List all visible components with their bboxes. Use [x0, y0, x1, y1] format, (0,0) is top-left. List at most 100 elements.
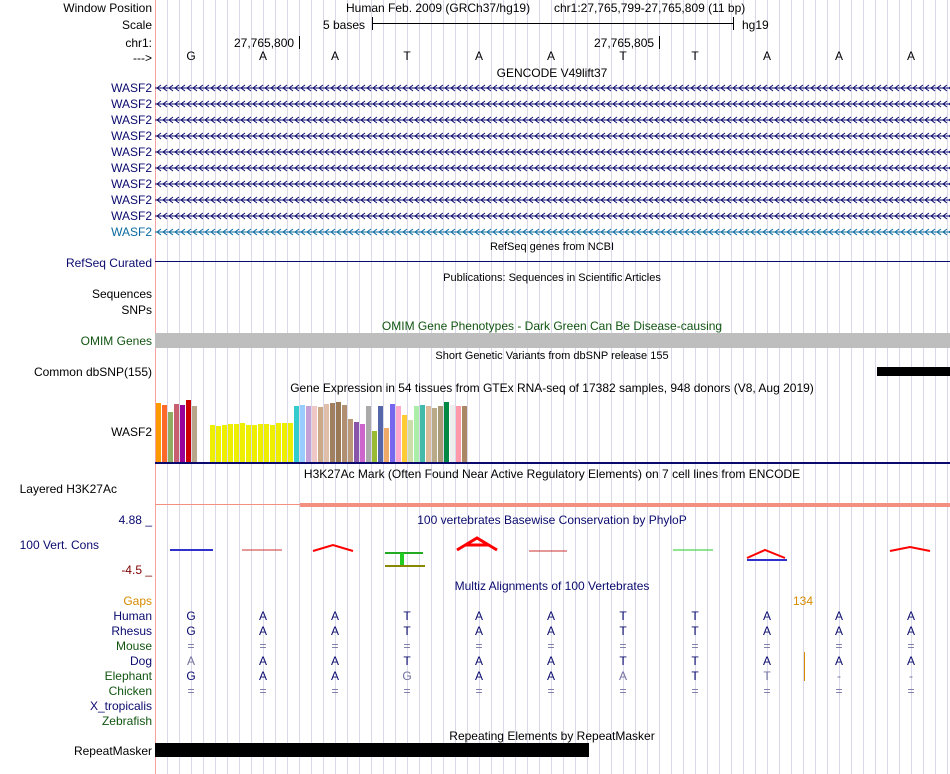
gencode-transcript[interactable]: [155, 193, 950, 207]
gtex-tissue-bar[interactable]: [162, 405, 167, 462]
gtex-tissue-bar[interactable]: [258, 424, 263, 462]
gtex-title[interactable]: Gene Expression in 54 tissues from GTEx …: [290, 381, 814, 395]
gtex-tissue-bar[interactable]: [432, 408, 437, 462]
gencode-transcript[interactable]: [155, 145, 950, 159]
gtex-tissue-bar[interactable]: [288, 423, 293, 462]
gtex-track-label[interactable]: WASF2: [111, 425, 152, 439]
gtex-tissue-bar[interactable]: [192, 406, 197, 462]
gencode-gene-label[interactable]: WASF2: [111, 113, 152, 127]
gencode-transcript[interactable]: [155, 113, 950, 127]
gtex-tissue-bar[interactable]: [234, 424, 239, 462]
gtex-tissue-bar[interactable]: [438, 406, 443, 462]
gencode-gene-label[interactable]: WASF2: [111, 97, 152, 111]
gtex-tissue-bar[interactable]: [402, 415, 407, 462]
h3k27ac-title[interactable]: H3K27Ac Mark (Often Found Near Active Re…: [303, 467, 801, 481]
gtex-tissue-bar[interactable]: [294, 406, 299, 462]
gtex-tissue-bar[interactable]: [366, 406, 371, 462]
gtex-tissue-bar[interactable]: [246, 425, 251, 462]
gtex-tissue-bar[interactable]: [414, 406, 419, 462]
gtex-tissue-bar[interactable]: [342, 405, 347, 462]
phylop-track-label[interactable]: 100 Vert. Cons: [19, 538, 99, 552]
species-label[interactable]: Elephant: [104, 669, 152, 683]
dbsnp-title[interactable]: Short Genetic Variants from dbSNP releas…: [435, 350, 669, 362]
omim-title[interactable]: OMIM Gene Phenotypes - Dark Green Can Be…: [381, 319, 723, 333]
gencode-gene-label[interactable]: WASF2: [111, 161, 152, 175]
multiz-title[interactable]: Multiz Alignments of 100 Vertebrates: [454, 579, 650, 593]
gtex-tissue-bar[interactable]: [324, 404, 329, 462]
pubs-snps-label[interactable]: SNPs: [121, 303, 152, 317]
gtex-tissue-bar[interactable]: [270, 425, 275, 462]
omim-gene-bar[interactable]: [155, 333, 950, 348]
gencode-gene-label[interactable]: WASF2: [111, 145, 152, 159]
gtex-tissue-bar[interactable]: [396, 406, 401, 462]
gtex-tissue-bar[interactable]: [240, 423, 245, 462]
gtex-tissue-bar[interactable]: [168, 412, 173, 462]
species-label[interactable]: Zebrafish: [101, 714, 152, 728]
gtex-tissue-bar[interactable]: [378, 406, 383, 462]
gtex-tissue-bar[interactable]: [174, 404, 179, 462]
species-label[interactable]: Human: [113, 609, 152, 623]
gtex-tissue-bar[interactable]: [360, 424, 365, 462]
species-label[interactable]: Dog: [129, 654, 152, 668]
h3k27ac-track-label[interactable]: Layered H3K27Ac: [19, 482, 117, 496]
gencode-gene-label[interactable]: WASF2: [111, 225, 152, 239]
gtex-tissue-bar[interactable]: [252, 425, 257, 462]
species-label[interactable]: Mouse: [115, 639, 152, 653]
gtex-tissue-bar[interactable]: [456, 406, 461, 462]
gtex-tissue-bar[interactable]: [318, 407, 323, 462]
gtex-tissue-bar[interactable]: [222, 425, 227, 462]
gtex-tissue-bar[interactable]: [372, 431, 377, 462]
phylop-signal[interactable]: [155, 530, 950, 572]
repeatmasker-track-label[interactable]: RepeatMasker: [73, 744, 152, 758]
gencode-transcript[interactable]: [155, 97, 950, 111]
repeatmasker-title[interactable]: Repeating Elements by RepeatMasker: [449, 729, 655, 743]
species-label[interactable]: X_tropicalis: [89, 699, 152, 713]
gtex-tissue-bar[interactable]: [216, 426, 221, 462]
gtex-tissue-bar[interactable]: [408, 420, 413, 462]
gencode-gene-label[interactable]: WASF2: [111, 209, 152, 223]
gtex-tissue-bar[interactable]: [354, 422, 359, 462]
h3k27ac-signal-low[interactable]: [155, 504, 300, 505]
h3k27ac-signal[interactable]: [300, 503, 950, 507]
gtex-tissue-bar[interactable]: [426, 406, 431, 462]
gtex-tissue-bar[interactable]: [348, 419, 353, 462]
species-label[interactable]: Rhesus: [111, 624, 152, 638]
gtex-tissue-bar[interactable]: [330, 403, 335, 462]
gtex-tissue-bar[interactable]: [444, 402, 449, 462]
gencode-transcript[interactable]: [155, 177, 950, 191]
gtex-tissue-bar[interactable]: [312, 406, 317, 462]
gencode-gene-label[interactable]: WASF2: [111, 177, 152, 191]
gtex-tissue-bar[interactable]: [180, 405, 185, 462]
gencode-transcript[interactable]: [155, 209, 950, 223]
gtex-tissue-bar[interactable]: [336, 402, 341, 462]
gtex-tissue-bar[interactable]: [228, 424, 233, 462]
refseq-transcript-line[interactable]: [155, 261, 950, 262]
omim-track-label[interactable]: OMIM Genes: [80, 334, 152, 348]
gencode-gene-label[interactable]: WASF2: [111, 193, 152, 207]
track-area[interactable]: Human Feb. 2009 (GRCh37/hg19) chr1:27,76…: [155, 0, 950, 774]
gencode-gene-label[interactable]: WASF2: [111, 129, 152, 143]
gtex-tissue-bar[interactable]: [462, 406, 467, 462]
refseq-title[interactable]: RefSeq genes from NCBI: [489, 241, 615, 253]
gencode-transcript[interactable]: [155, 81, 950, 95]
gtex-tissue-bar[interactable]: [450, 405, 455, 462]
gtex-tissue-bar[interactable]: [390, 404, 395, 462]
gtex-tissue-bar[interactable]: [384, 428, 389, 462]
gencode-title[interactable]: GENCODE V49lift37: [496, 66, 608, 80]
gtex-tissue-bar[interactable]: [156, 403, 161, 462]
pubs-title[interactable]: Publications: Sequences in Scientific Ar…: [443, 272, 661, 284]
gtex-tissue-bar[interactable]: [186, 400, 191, 462]
pubs-sequences-label[interactable]: Sequences: [91, 287, 152, 301]
gtex-tissue-bar[interactable]: [282, 423, 287, 462]
gtex-tissue-bar[interactable]: [264, 424, 269, 462]
gtex-tissue-bar[interactable]: [420, 405, 425, 462]
dbsnp-variant-bar[interactable]: [877, 367, 950, 376]
species-label[interactable]: Chicken: [108, 684, 152, 698]
gencode-transcript[interactable]: [155, 129, 950, 143]
dbsnp-track-label[interactable]: Common dbSNP(155): [33, 365, 152, 379]
gtex-tissue-bar[interactable]: [276, 423, 281, 462]
refseq-track-label[interactable]: RefSeq Curated: [65, 256, 152, 270]
repeatmasker-element[interactable]: [155, 743, 589, 757]
gencode-gene-label[interactable]: WASF2: [111, 81, 152, 95]
gtex-bar-chart[interactable]: [155, 396, 555, 462]
